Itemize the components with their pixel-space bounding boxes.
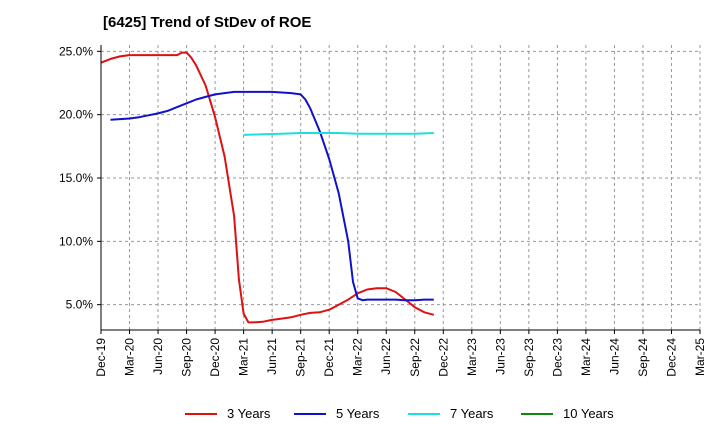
x-tick-label: Jun-20 (151, 338, 165, 375)
legend-item-10-years: 10 Years (521, 406, 614, 421)
legend-swatch-3-years (185, 412, 217, 415)
y-tick-label: 15.0% (59, 171, 93, 185)
series-line-3-years (100, 51, 435, 324)
plot-area (101, 45, 700, 330)
x-tick-label: Dec-21 (322, 338, 336, 377)
legend-label-3-years: 3 Years (227, 406, 271, 421)
y-tick-label: 20.0% (59, 108, 93, 122)
x-tick-label: Sep-24 (636, 338, 650, 377)
x-tick-label: Jun-24 (607, 338, 621, 375)
x-tick-label: Mar-22 (351, 338, 365, 376)
x-tick-label: Mar-24 (579, 338, 593, 376)
legend-swatch-10-years (521, 412, 553, 415)
x-tick-label: Dec-22 (436, 338, 450, 377)
x-tick-label: Dec-20 (208, 338, 222, 377)
chart-title: [6425] Trend of StDev of ROE (103, 14, 312, 31)
x-tick-label: Mar-20 (123, 338, 137, 376)
legend-swatch-5-years (294, 412, 326, 415)
x-tick-label: Sep-21 (294, 338, 308, 377)
y-tick-label: 5.0% (66, 298, 94, 312)
legend-label-10-years: 10 Years (563, 406, 614, 421)
x-tick-label: Sep-23 (522, 338, 536, 377)
x-tick-label: Mar-21 (237, 338, 251, 376)
legend-item-5-years: 5 Years (294, 406, 379, 421)
x-tick-label: Jun-23 (493, 338, 507, 375)
y-tick-label: 25.0% (59, 44, 93, 58)
series-line-7-years (243, 132, 434, 136)
x-tick-label: Jun-22 (379, 338, 393, 375)
x-tick-label: Dec-19 (94, 338, 108, 377)
x-tick-label: Sep-20 (180, 338, 194, 377)
x-tick-label: Dec-23 (550, 338, 564, 377)
x-tick-label: Dec-24 (664, 338, 678, 377)
legend-label-7-years: 7 Years (450, 406, 494, 421)
legend-item-7-years: 7 Years (408, 406, 493, 421)
y-tick-label: 10.0% (59, 234, 93, 248)
legend-swatch-7-years (408, 412, 440, 415)
x-tick-label: Sep-22 (408, 338, 422, 377)
legend-label-5-years: 5 Years (336, 406, 380, 421)
legend-item-3-years: 3 Years (185, 406, 270, 421)
x-tick-label: Jun-21 (265, 338, 279, 375)
x-tick-label: Mar-25 (693, 338, 707, 376)
chart-legend: 3 Years 5 Years 7 Years 10 Years (0, 406, 720, 426)
x-tick-label: Mar-23 (465, 338, 479, 376)
series-line-5-years (110, 90, 434, 302)
